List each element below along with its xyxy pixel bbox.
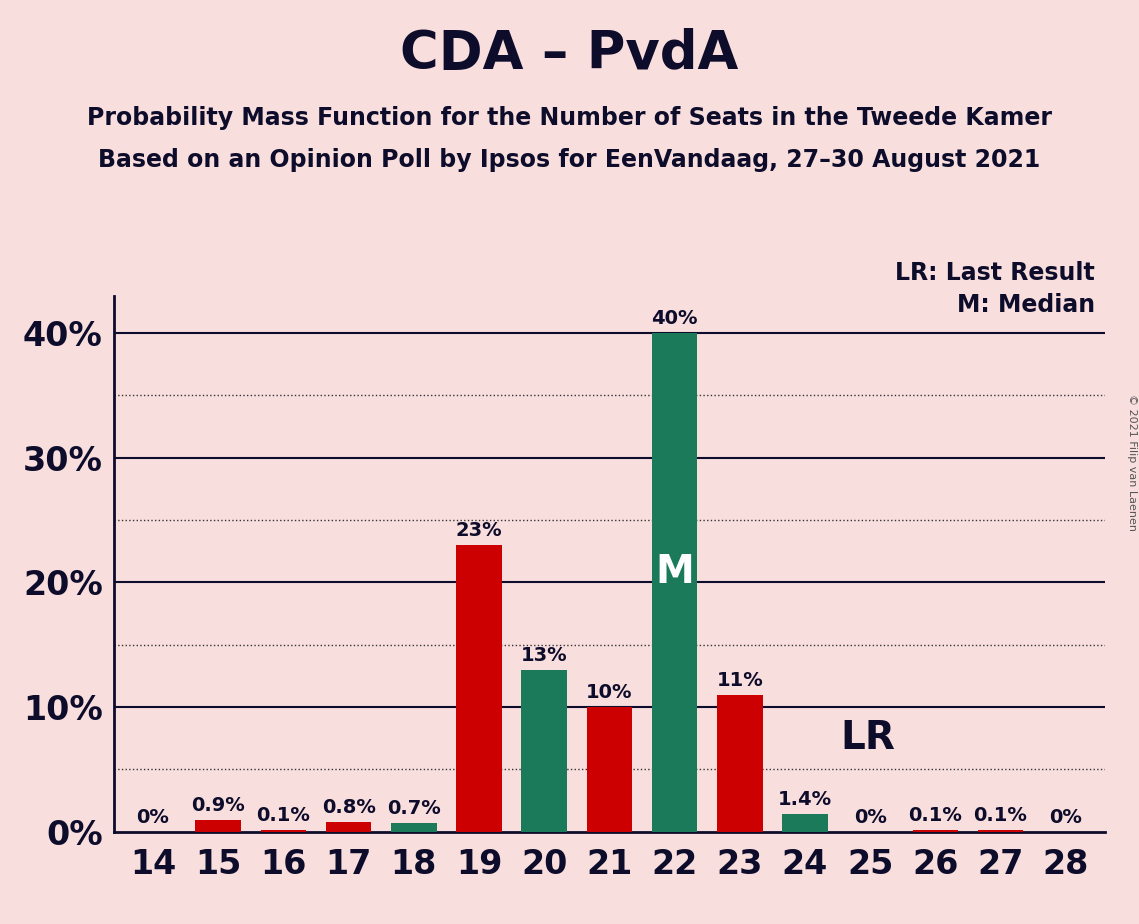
Text: Probability Mass Function for the Number of Seats in the Tweede Kamer: Probability Mass Function for the Number… (87, 106, 1052, 130)
Bar (261, 831, 306, 832)
Text: 23%: 23% (456, 521, 502, 540)
Bar (977, 831, 1023, 832)
Text: 0%: 0% (854, 808, 886, 827)
Text: 40%: 40% (652, 310, 698, 328)
Bar (912, 831, 958, 832)
Text: 0.9%: 0.9% (191, 796, 245, 815)
Text: 1.4%: 1.4% (778, 790, 831, 809)
Text: M: M (655, 553, 694, 591)
Bar (522, 670, 567, 832)
Text: 0.8%: 0.8% (321, 797, 376, 817)
Text: 0.1%: 0.1% (256, 807, 310, 825)
Text: LR: Last Result: LR: Last Result (895, 261, 1095, 285)
Bar (652, 333, 697, 832)
Text: 11%: 11% (716, 671, 763, 689)
Text: LR: LR (841, 719, 895, 757)
Bar (587, 707, 632, 832)
Bar (326, 821, 371, 832)
Text: 0%: 0% (137, 808, 170, 827)
Text: 0.1%: 0.1% (909, 807, 962, 825)
Text: 13%: 13% (521, 646, 567, 664)
Bar (391, 823, 436, 832)
Text: 0%: 0% (1049, 808, 1082, 827)
Text: Based on an Opinion Poll by Ipsos for EenVandaag, 27–30 August 2021: Based on an Opinion Poll by Ipsos for Ee… (98, 148, 1041, 172)
Bar (782, 814, 828, 832)
Text: M: Median: M: Median (957, 293, 1095, 317)
Text: 0.7%: 0.7% (387, 799, 441, 818)
Bar (196, 821, 241, 832)
Text: © 2021 Filip van Laenen: © 2021 Filip van Laenen (1126, 394, 1137, 530)
Text: 10%: 10% (587, 683, 632, 702)
Text: 0.1%: 0.1% (974, 807, 1027, 825)
Bar (456, 545, 502, 832)
Bar (716, 695, 763, 832)
Text: CDA – PvdA: CDA – PvdA (400, 28, 739, 79)
